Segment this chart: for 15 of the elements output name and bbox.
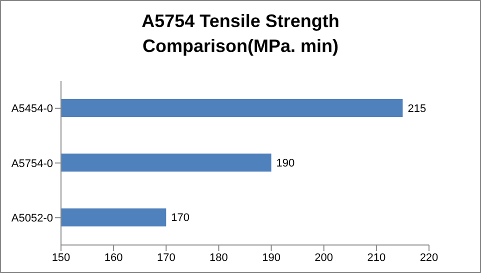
data-label: 170 xyxy=(171,212,190,224)
x-tick-label: 170 xyxy=(156,252,176,264)
y-tick-label: A5454-0 xyxy=(11,103,53,116)
y-tick-label: A5754-0 xyxy=(11,158,53,170)
x-tick-label: 190 xyxy=(262,252,280,264)
y-tick-label: A5052-0 xyxy=(11,212,53,225)
x-tick-label: 200 xyxy=(314,252,334,264)
chart-title: A5754 Tensile Strength Comparison(MPa. min) xyxy=(140,10,340,58)
data-label: 215 xyxy=(408,102,426,115)
data-label: 190 xyxy=(276,158,295,170)
x-tick-label: 150 xyxy=(52,252,70,264)
x-tick-label: 210 xyxy=(367,252,386,264)
x-tick-label: 160 xyxy=(104,252,123,264)
x-tick-label: 220 xyxy=(420,252,438,264)
x-tick-label: 180 xyxy=(210,252,228,264)
